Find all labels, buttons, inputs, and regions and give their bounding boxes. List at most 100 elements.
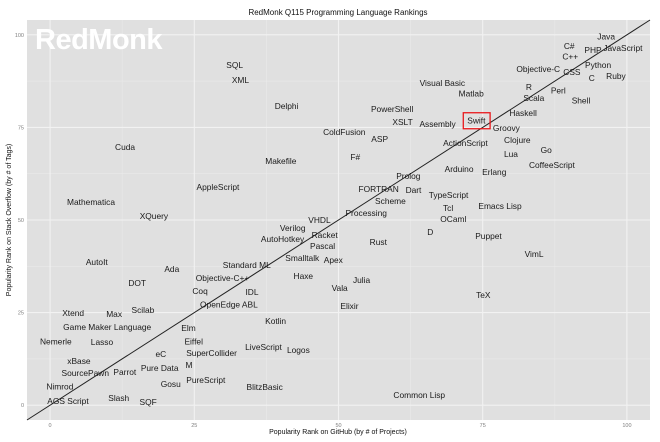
point-label: Common Lisp	[393, 390, 445, 400]
point-label: Scheme	[375, 196, 406, 206]
point-label: Perl	[551, 86, 566, 96]
chart-title: RedMonk Q115 Programming Language Rankin…	[248, 8, 427, 17]
point-label: Vala	[332, 283, 348, 293]
point-label: Eiffel	[184, 336, 203, 346]
point-label: Smalltalk	[285, 253, 320, 263]
point-label: Prolog	[396, 171, 421, 181]
point-label: Clojure	[504, 135, 531, 145]
x-axis-label: Popularity Rank on GitHub (by # of Proje…	[269, 429, 407, 436]
point-label: Ruby	[606, 71, 626, 81]
point-label: Xtend	[62, 308, 84, 318]
point-label: Python	[585, 60, 611, 70]
point-label: Pure Data	[141, 363, 179, 373]
point-label: F#	[350, 152, 360, 162]
point-label: AutoHotkey	[261, 234, 305, 244]
y-tick-label: 50	[18, 218, 24, 224]
point-label: Parrot	[113, 367, 136, 377]
point-label: PureScript	[186, 375, 226, 385]
point-label: Visual Basic	[420, 78, 465, 88]
point-label: Emacs Lisp	[478, 201, 522, 211]
point-label: SuperCollider	[186, 348, 237, 358]
redmonk-logo: RedMonk	[35, 24, 163, 56]
point-label: Kotlin	[265, 316, 286, 326]
x-tick-label: 100	[622, 423, 631, 429]
x-tick-label: 0	[49, 423, 52, 429]
point-label: Objective-C	[516, 64, 560, 74]
point-label: LiveScript	[245, 342, 282, 352]
point-label: eC	[155, 349, 166, 359]
point-label: Max	[106, 309, 123, 319]
point-label: C	[589, 73, 595, 83]
point-label: Ada	[164, 264, 179, 274]
point-label: BlitzBasic	[247, 382, 283, 392]
point-label: Racket	[312, 230, 339, 240]
point-label: XML	[232, 75, 250, 85]
point-label: Scilab	[132, 305, 155, 315]
point-label: Elixir	[340, 301, 358, 311]
point-label: JavaScript	[603, 43, 643, 53]
point-label: R	[526, 82, 532, 92]
point-label: Puppet	[475, 231, 502, 241]
point-label: Matlab	[459, 89, 484, 99]
x-tick-label: 25	[191, 423, 197, 429]
y-tick-label: 0	[21, 403, 24, 409]
point-label: Go	[541, 145, 553, 155]
point-label: C++	[562, 52, 578, 62]
y-tick-label: 75	[18, 125, 24, 131]
point-label: PHP	[584, 45, 602, 55]
point-label: AutoIt	[86, 257, 109, 267]
point-label: Dart	[406, 185, 422, 195]
point-label: D	[427, 227, 433, 237]
x-tick-label: 75	[480, 423, 486, 429]
point-label: Cuda	[115, 142, 135, 152]
point-label: Julia	[353, 275, 371, 285]
point-label: VHDL	[308, 215, 331, 225]
point-label: ColdFusion	[323, 127, 366, 137]
point-label: Rust	[370, 237, 388, 247]
point-label: Processing	[345, 208, 387, 218]
point-label: Arduino	[445, 164, 474, 174]
point-label: Groovy	[493, 123, 521, 133]
point-label: Swift	[467, 116, 486, 126]
axis-ticks: 0 25 50 75 100 0 25 50 75 100	[15, 33, 632, 429]
point-label: Nemerle	[40, 336, 72, 346]
point-label: Pascal	[310, 241, 335, 251]
point-label: Lasso	[91, 337, 114, 347]
point-label: Elm	[181, 323, 195, 333]
point-label: Slash	[108, 393, 129, 403]
point-label: Delphi	[275, 101, 299, 111]
point-label: SQF	[140, 397, 157, 407]
data-labels: JavaJavaScriptPHPPythonC++C#CSSObjective…	[40, 32, 643, 408]
point-label: SourcePawn	[62, 368, 110, 378]
x-tick-label: 50	[335, 423, 341, 429]
point-label: M	[185, 360, 192, 370]
point-label: AppleScript	[197, 182, 241, 192]
point-label: Game Maker Language	[63, 322, 151, 332]
point-label: Gosu	[161, 379, 181, 389]
point-label: FORTRAN	[358, 184, 398, 194]
point-label: TypeScript	[429, 190, 469, 200]
point-label: XQuery	[140, 211, 169, 221]
point-label: Java	[597, 32, 615, 42]
point-label: ASP	[371, 134, 388, 144]
point-label: CoffeeScript	[529, 160, 576, 170]
point-label: ActionScript	[443, 138, 488, 148]
point-label: PowerShell	[371, 104, 414, 114]
point-label: Tcl	[443, 203, 453, 213]
point-label: C#	[564, 41, 575, 51]
point-label: Assembly	[419, 119, 456, 129]
reference-line-diagonal	[26, 19, 651, 421]
point-label: Verilog	[280, 223, 306, 233]
point-label: Makefile	[265, 156, 297, 166]
point-label: VimL	[525, 249, 544, 259]
point-label: TeX	[476, 290, 491, 300]
point-label: Nimrod	[46, 381, 73, 391]
point-label: IDL	[245, 287, 258, 297]
point-label: SQL	[226, 60, 243, 70]
y-tick-label: 100	[15, 33, 24, 39]
point-label: Standard ML	[223, 260, 271, 270]
point-label: Scala	[523, 93, 544, 103]
point-label: xBase	[67, 356, 91, 366]
point-label: XSLT	[392, 117, 412, 127]
